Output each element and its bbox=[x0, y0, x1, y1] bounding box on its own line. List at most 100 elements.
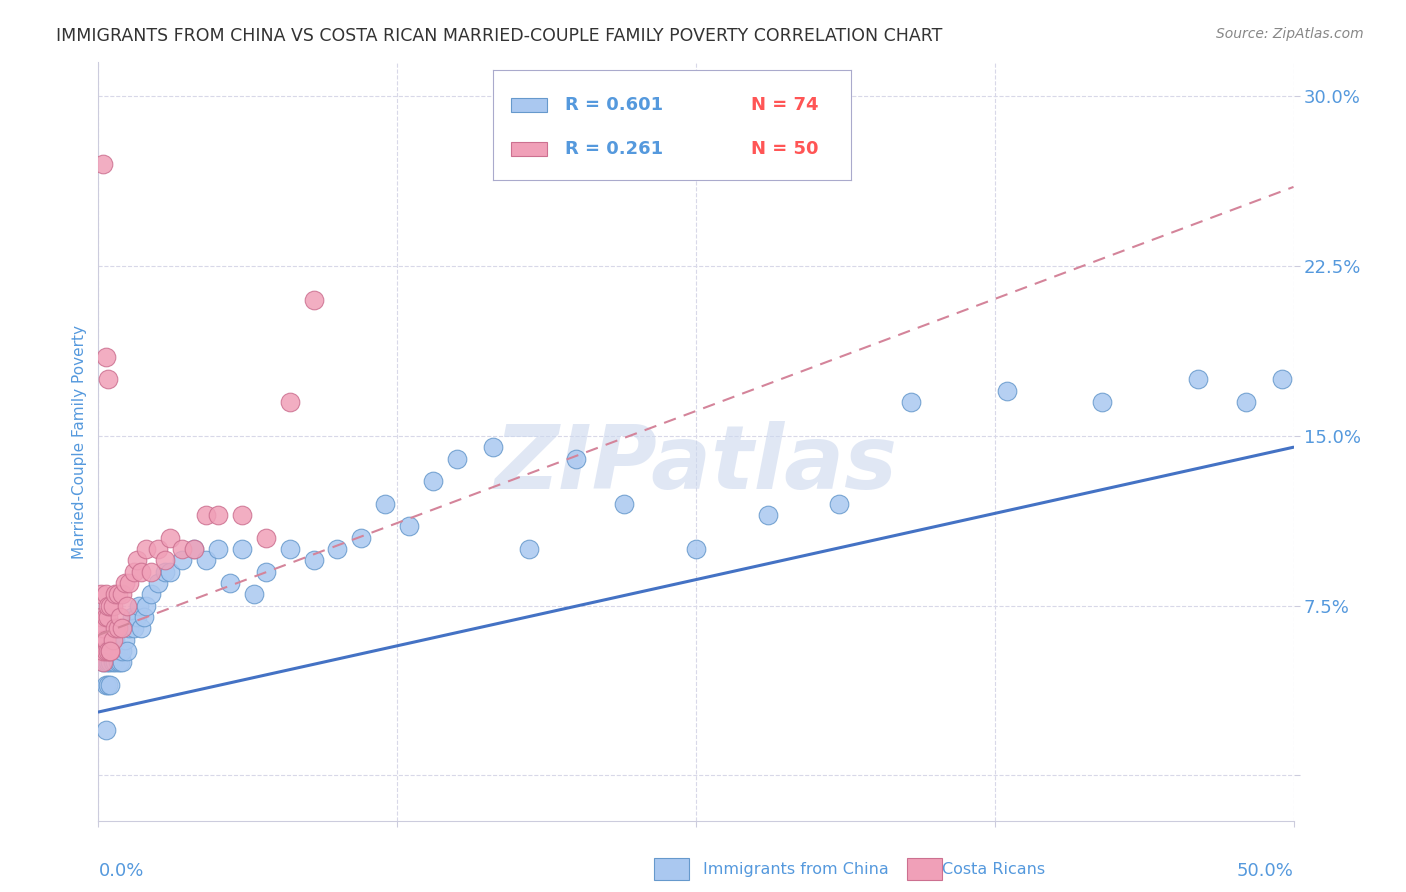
Text: ZIPatlas: ZIPatlas bbox=[495, 421, 897, 508]
Point bbox=[132, 610, 155, 624]
Point bbox=[91, 632, 114, 647]
Point bbox=[900, 395, 922, 409]
Point bbox=[1091, 395, 1114, 409]
Point bbox=[1187, 372, 1209, 386]
Text: 50.0%: 50.0% bbox=[1237, 863, 1294, 880]
Point bbox=[97, 372, 120, 386]
Point bbox=[98, 644, 122, 658]
Point bbox=[98, 644, 122, 658]
Point bbox=[97, 599, 120, 613]
Point bbox=[90, 621, 112, 635]
Point bbox=[155, 553, 177, 567]
Point bbox=[91, 655, 114, 669]
Point bbox=[207, 508, 229, 522]
Point bbox=[195, 508, 218, 522]
Point bbox=[90, 644, 112, 658]
Point bbox=[107, 644, 129, 658]
Point bbox=[90, 632, 112, 647]
Point bbox=[91, 644, 114, 658]
Point bbox=[172, 542, 194, 557]
Point bbox=[278, 542, 301, 557]
Point bbox=[94, 621, 117, 635]
Point bbox=[90, 610, 112, 624]
Point bbox=[94, 632, 117, 647]
Point bbox=[91, 621, 114, 635]
Point bbox=[91, 655, 114, 669]
Point bbox=[159, 531, 181, 545]
Point bbox=[101, 632, 124, 647]
Point bbox=[139, 565, 162, 579]
Point bbox=[302, 553, 325, 567]
Point bbox=[159, 565, 181, 579]
Point bbox=[104, 655, 127, 669]
Point bbox=[97, 610, 120, 624]
Point bbox=[98, 655, 122, 669]
Point bbox=[756, 508, 779, 522]
Point bbox=[207, 542, 229, 557]
Point bbox=[101, 655, 124, 669]
Point bbox=[374, 497, 396, 511]
Point bbox=[98, 678, 122, 692]
Point bbox=[111, 644, 134, 658]
Point bbox=[219, 576, 242, 591]
Text: Immigrants from China: Immigrants from China bbox=[703, 863, 889, 877]
Point bbox=[94, 644, 117, 658]
Point bbox=[254, 565, 277, 579]
Point bbox=[101, 599, 124, 613]
Point bbox=[97, 655, 120, 669]
Point bbox=[104, 632, 127, 647]
Point bbox=[94, 655, 117, 669]
Point bbox=[107, 655, 129, 669]
Point bbox=[94, 678, 117, 692]
Point bbox=[1271, 372, 1294, 386]
Point bbox=[90, 587, 112, 601]
Point bbox=[90, 632, 112, 647]
Point bbox=[231, 508, 253, 522]
Point bbox=[108, 610, 131, 624]
Point bbox=[97, 678, 120, 692]
Point bbox=[995, 384, 1018, 398]
Point bbox=[302, 293, 325, 307]
Point bbox=[135, 599, 157, 613]
Point bbox=[398, 519, 420, 533]
Point bbox=[613, 497, 636, 511]
Point bbox=[243, 587, 266, 601]
Point bbox=[107, 587, 129, 601]
Point bbox=[97, 644, 120, 658]
Point bbox=[94, 350, 117, 364]
Point bbox=[422, 474, 444, 488]
Point bbox=[155, 565, 177, 579]
Point bbox=[104, 644, 127, 658]
Point bbox=[183, 542, 205, 557]
Point bbox=[183, 542, 205, 557]
Point bbox=[118, 576, 141, 591]
Point bbox=[481, 440, 505, 454]
Point bbox=[128, 599, 150, 613]
Text: Source: ZipAtlas.com: Source: ZipAtlas.com bbox=[1216, 27, 1364, 41]
Point bbox=[91, 621, 114, 635]
Point bbox=[517, 542, 540, 557]
Point bbox=[172, 553, 194, 567]
Point bbox=[278, 395, 301, 409]
Point bbox=[195, 553, 218, 567]
Point bbox=[98, 599, 122, 613]
Point bbox=[828, 497, 851, 511]
Point bbox=[108, 655, 131, 669]
Point bbox=[101, 644, 124, 658]
Point bbox=[94, 610, 117, 624]
Point bbox=[91, 610, 114, 624]
Point bbox=[111, 621, 134, 635]
Point bbox=[131, 565, 153, 579]
Point bbox=[125, 553, 148, 567]
Point bbox=[139, 587, 162, 601]
Point bbox=[254, 531, 277, 545]
Point bbox=[94, 644, 117, 658]
Point bbox=[121, 610, 143, 624]
Text: IMMIGRANTS FROM CHINA VS COSTA RICAN MARRIED-COUPLE FAMILY POVERTY CORRELATION C: IMMIGRANTS FROM CHINA VS COSTA RICAN MAR… bbox=[56, 27, 942, 45]
Point bbox=[114, 632, 136, 647]
Point bbox=[91, 632, 114, 647]
Point bbox=[108, 644, 131, 658]
Point bbox=[685, 542, 707, 557]
Point bbox=[115, 599, 138, 613]
Text: 0.0%: 0.0% bbox=[98, 863, 143, 880]
